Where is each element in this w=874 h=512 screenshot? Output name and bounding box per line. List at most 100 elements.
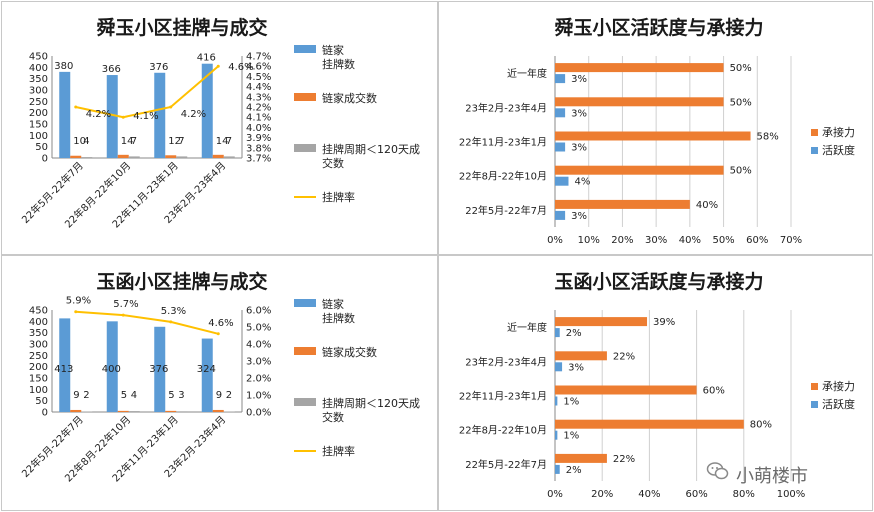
legend-swatch <box>294 299 316 307</box>
bar <box>555 74 566 84</box>
y-tick-label: 0 <box>42 154 48 165</box>
data-label: 3 <box>178 390 184 401</box>
y-tick-label: 400 <box>29 317 48 328</box>
bar <box>555 464 560 474</box>
data-label: 4 <box>131 390 137 401</box>
bar <box>555 176 569 186</box>
legend-label-line: 链家 <box>322 43 344 57</box>
legend-label-line: 挂牌周期＜120天成 <box>322 396 420 410</box>
data-label: 380 <box>54 61 73 72</box>
bar <box>555 142 566 152</box>
x-tick-label: 60% <box>685 489 707 500</box>
data-label: 1% <box>563 431 579 442</box>
data-label: 376 <box>149 364 168 375</box>
y2-tick-label: 2.0% <box>246 374 271 385</box>
data-label: 7 <box>131 136 137 147</box>
line-point <box>121 313 125 317</box>
y-tick-label: 200 <box>29 108 48 119</box>
data-label: 10 <box>73 136 86 147</box>
legend-label-line: 挂牌周期＜120天成 <box>322 142 420 156</box>
y-tick-label: 22年5月-22年7月 <box>465 458 547 471</box>
bar <box>555 63 724 73</box>
line-point <box>74 105 78 109</box>
bar <box>555 97 724 107</box>
line-data-label: 4.2% <box>86 109 111 120</box>
legend-label: 挂牌率 <box>322 444 355 458</box>
y2-tick-label: 4.6% <box>246 62 271 73</box>
y-tick-label: 100 <box>29 385 48 396</box>
bar <box>212 409 224 412</box>
data-label: 2% <box>566 465 582 476</box>
data-label: 324 <box>197 364 216 375</box>
bar <box>165 410 177 412</box>
data-label: 80% <box>750 420 772 431</box>
data-label: 416 <box>197 53 216 64</box>
x-tick-label: 30% <box>645 235 667 246</box>
y-tick-label: 300 <box>29 86 48 97</box>
data-label: 413 <box>54 364 73 375</box>
chart-svg: 玉函小区挂牌与成交0501001502002503003504004500.0%… <box>19 270 420 484</box>
y-tick-label: 50 <box>35 396 48 407</box>
chart-title: 舜玉小区挂牌与成交 <box>96 16 267 39</box>
listing-transaction-chart-shunyu: 舜玉小区挂牌与成交 0 50 100 150 200 250 300 350 400 450 3.7%… <box>1 1 438 255</box>
chart-svg: 玉函小区活跃度与承接力 0% 20% 40% 60% 80% 100% 近一年度 23年2月-2… <box>459 270 855 500</box>
data-label: 50% <box>730 63 752 74</box>
y-tick-label: 22年11月-23年1月 <box>459 390 547 403</box>
bar <box>117 410 129 412</box>
y2-tick-label: 4.0% <box>246 340 271 351</box>
bar <box>128 156 140 158</box>
bar <box>555 419 744 429</box>
data-label: 9 <box>73 390 79 401</box>
bar <box>212 154 224 158</box>
chart-title: 玉函小区活跃度与承接力 <box>554 270 763 293</box>
data-label: 366 <box>102 64 121 75</box>
data-label: 14 <box>121 136 134 147</box>
y-tick-label: 22年8月-22年10月 <box>459 424 547 437</box>
bar <box>59 71 71 158</box>
activity-capacity-chart-shunyu: 舜玉小区活跃度与承接力 0% 10% 20% 30% 40% 50% 60% 70% 近一年度 23… <box>438 1 873 255</box>
bar <box>223 411 235 413</box>
line-point <box>216 64 220 68</box>
y-tick-label: 450 <box>29 52 48 63</box>
series-line <box>75 310 219 335</box>
bar <box>555 108 566 118</box>
y-tick-label: 150 <box>29 120 48 131</box>
bar <box>555 131 751 141</box>
bar <box>555 362 563 372</box>
y2-tick-label: 4.0% <box>246 123 271 134</box>
bar <box>59 318 71 412</box>
data-label: 39% <box>653 317 675 328</box>
y-tick-label: 23年2月-23年4月 <box>465 101 547 114</box>
line-data-label: 5.3% <box>161 306 186 317</box>
chart-svg: 舜玉小区活跃度与承接力 0% 10% 20% 30% 40% 50% 60% 70% 近一年度 23… <box>459 16 855 246</box>
legend-label: 链家成交数 <box>322 91 377 105</box>
data-label: 376 <box>149 62 168 73</box>
data-label: 3% <box>571 108 587 119</box>
line-data-label: 5.9% <box>66 296 91 307</box>
listing-transaction-chart-yuhan: 玉函小区挂牌与成交 0 50 100 150 200 250 300 350 400 450 0.0%… <box>1 255 438 511</box>
y-tick-label: 0 <box>42 408 48 419</box>
legend-swatch <box>294 93 316 101</box>
line-point <box>169 320 173 324</box>
chart-title: 舜玉小区活跃度与承接力 <box>554 16 763 39</box>
bar <box>555 328 560 338</box>
y-tick-label: 150 <box>29 374 48 385</box>
line-point <box>121 115 125 119</box>
x-tick-label: 0% <box>547 235 563 246</box>
y2-tick-label: 4.4% <box>246 82 271 93</box>
x-tick-label: 10% <box>578 235 600 246</box>
y2-tick-label: 0.0% <box>246 408 271 419</box>
wechat-icon <box>706 462 729 480</box>
legend-swatch <box>811 401 818 408</box>
series-line <box>75 65 219 119</box>
data-label: 7 <box>178 136 184 147</box>
bar <box>555 317 648 327</box>
y-tick-label: 300 <box>29 340 48 351</box>
y-tick-label: 22年11月-23年1月 <box>459 136 547 149</box>
data-label: 22% <box>613 454 635 465</box>
data-label: 2 <box>83 390 89 401</box>
x-tick-label: 60% <box>746 235 768 246</box>
y2-tick-label: 6.0% <box>246 306 271 317</box>
data-label: 4% <box>574 177 590 188</box>
bar <box>201 338 213 412</box>
